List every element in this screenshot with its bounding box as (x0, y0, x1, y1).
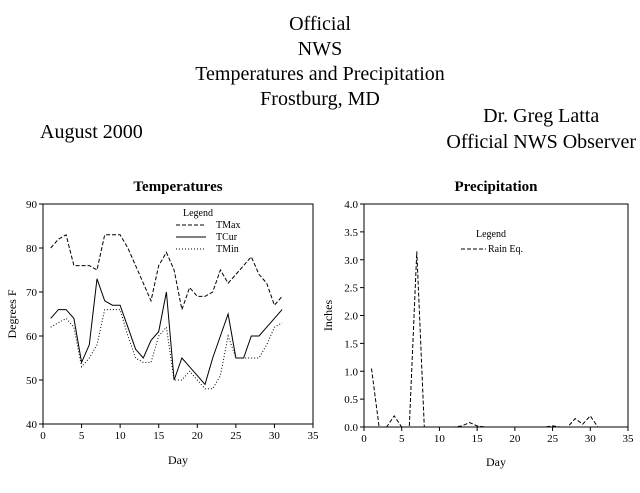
temp-y-tick-label: 80 (26, 243, 38, 255)
precip-y-tick-label: 3.5 (344, 227, 358, 239)
precip-y-axis-label: Inches (321, 300, 335, 332)
precip-legend-title: Legend (476, 229, 506, 240)
title-line-3: Temperatures and Precipitation (195, 63, 445, 85)
temp-y-tick-label: 90 (26, 199, 38, 211)
temp-y-tick-label: 40 (26, 419, 38, 431)
precip-y-tick-label: 0.0 (344, 422, 358, 434)
temp-x-tick-label: 20 (192, 430, 204, 442)
temp-series-tmax (50, 234, 283, 312)
title-line-1: Official (289, 13, 351, 35)
precip-x-tick-label: 20 (509, 433, 521, 445)
precip-series-rain-eq- (371, 251, 599, 428)
temp-x-tick-label: 25 (230, 430, 242, 442)
temp-legend-label: TMin (216, 244, 239, 255)
precip-x-tick-label: 15 (472, 433, 484, 445)
temp-chart-title: Temperatures (133, 179, 222, 195)
precip-x-tick-label: 25 (547, 433, 559, 445)
precip-y-tick-label: 3.0 (344, 255, 358, 267)
precip-x-axis-label: Day (486, 455, 506, 469)
precip-y-tick-label: 2.0 (344, 311, 358, 323)
precip-y-tick-label: 4.0 (344, 199, 358, 211)
precip-x-tick-label: 10 (434, 433, 446, 445)
temp-legend-title: Legend (183, 208, 213, 219)
precip-x-tick-label: 0 (361, 433, 367, 445)
precip-y-tick-label: 0.5 (344, 394, 358, 406)
temp-x-tick-label: 0 (40, 430, 46, 442)
temp-x-tick-label: 15 (153, 430, 165, 442)
observer-name: Dr. Greg Latta (483, 105, 600, 127)
precip-legend-label: Rain Eq. (488, 244, 523, 255)
precip-y-tick-label: 2.5 (344, 283, 358, 295)
precip-x-tick-label: 35 (623, 433, 635, 445)
observer-title: Official NWS Observer (446, 131, 636, 153)
temp-y-tick-label: 60 (26, 331, 38, 343)
report-title: Official NWS Temperatures and Precipitat… (0, 12, 640, 112)
temp-y-axis-label: Degrees F (5, 289, 19, 338)
temp-legend-label: TCur (216, 232, 238, 243)
precip-y-tick-label: 1.5 (344, 338, 358, 350)
temp-y-tick-label: 50 (26, 375, 38, 387)
precip-x-tick-label: 30 (585, 433, 597, 445)
temp-x-tick-label: 35 (308, 430, 320, 442)
temp-plot-frame (42, 203, 314, 425)
title-line-2: NWS (297, 38, 343, 60)
temp-legend-label: TMax (216, 220, 240, 231)
temp-x-tick-label: 30 (269, 430, 281, 442)
report-month: August 2000 (40, 121, 143, 143)
temp-x-tick-label: 10 (115, 430, 127, 442)
temp-series-tmin (50, 309, 283, 390)
temp-y-tick-label: 70 (26, 287, 38, 299)
precip-x-tick-label: 5 (399, 433, 405, 445)
temp-x-axis-label: Day (168, 453, 188, 467)
precip-chart-title: Precipitation (454, 179, 538, 195)
precip-y-tick-label: 1.0 (344, 366, 358, 378)
observer-block: Dr. Greg Latta Official NWS Observer (446, 103, 636, 155)
temp-series-tcur (50, 278, 283, 386)
title-line-4: Frostburg, MD (260, 88, 380, 110)
temp-x-tick-label: 5 (79, 430, 85, 442)
